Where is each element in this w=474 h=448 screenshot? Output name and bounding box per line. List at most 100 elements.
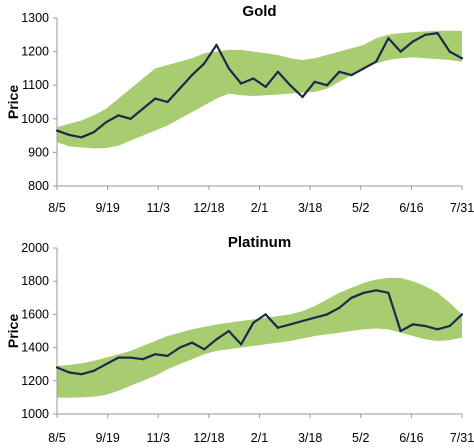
price-data-point — [387, 37, 390, 40]
price-data-point — [80, 136, 83, 139]
x-tick-label: 6/16 — [399, 201, 423, 215]
price-data-point — [92, 369, 95, 372]
price-data-point — [252, 321, 255, 324]
price-data-point — [166, 354, 169, 357]
price-data-point — [252, 77, 255, 80]
price-data-point — [338, 70, 341, 73]
price-data-point — [92, 131, 95, 134]
x-tick-label: 11/3 — [147, 201, 170, 215]
x-tick-label: 9/19 — [95, 431, 119, 445]
price-data-point — [129, 117, 132, 120]
x-tick-label: 3/18 — [298, 201, 322, 215]
price-data-point — [190, 74, 194, 77]
x-tick-label: 12/18 — [193, 201, 224, 215]
price-data-point — [105, 363, 108, 366]
x-tick-label: 5/2 — [352, 431, 369, 445]
price-data-point — [117, 356, 120, 359]
price-data-point — [154, 97, 157, 100]
price-data-point — [387, 291, 390, 294]
price-data-point — [375, 289, 378, 292]
price-data-point — [313, 80, 316, 83]
y-tick-label: 1000 — [21, 407, 49, 421]
price-series-line — [56, 289, 463, 376]
x-tick-label: 3/18 — [298, 431, 322, 445]
price-data-point — [276, 326, 279, 329]
y-axis-label: Price — [5, 314, 21, 348]
price-data-point — [375, 60, 378, 63]
price-data-point — [240, 343, 243, 346]
price-data-point — [362, 67, 365, 70]
y-tick-label: 1200 — [21, 374, 49, 388]
price-data-point — [301, 319, 304, 323]
price-band-area — [57, 277, 462, 398]
price-data-point — [215, 43, 218, 47]
y-tick-label: 900 — [28, 145, 49, 159]
price-data-point — [362, 291, 365, 294]
price-data-point — [411, 323, 414, 326]
x-tick-label: 9/19 — [95, 201, 119, 215]
price-data-point — [460, 313, 464, 316]
x-tick-label: 8/5 — [48, 431, 65, 445]
x-tick-label: 11/3 — [147, 431, 170, 445]
price-data-point — [460, 57, 464, 60]
price-data-point — [80, 373, 83, 376]
price-data-point — [350, 296, 353, 299]
x-tick-label: 2/1 — [251, 431, 268, 445]
x-tick-label: 12/18 — [193, 431, 224, 445]
price-data-point — [240, 82, 243, 85]
price-data-point — [338, 306, 341, 309]
price-data-point — [399, 329, 402, 333]
x-tick-label: 7/31 — [450, 201, 474, 215]
price-data-point — [448, 324, 451, 328]
price-data-point — [276, 70, 279, 73]
x-tick-label: 2/1 — [251, 201, 268, 215]
y-tick-label: 1600 — [21, 307, 49, 321]
chart-panel-1: 800 900 1000 1100 1200 1300 8/5 9/19 11/3 12/18 2/… — [5, 3, 474, 215]
price-data-point — [154, 353, 157, 356]
price-data-point — [325, 313, 329, 316]
price-data-point — [166, 100, 169, 104]
price-data-point — [178, 87, 181, 90]
x-tick-label: 8/5 — [48, 201, 65, 215]
price-data-point — [448, 50, 451, 53]
price-data-point — [350, 74, 353, 77]
price-series-line — [56, 31, 463, 139]
price-data-point — [301, 95, 304, 99]
y-tick-label: 1000 — [21, 112, 49, 126]
price-data-point — [424, 324, 427, 328]
price-data-point — [203, 62, 206, 65]
price-data-point — [264, 85, 267, 88]
price-data-point — [68, 371, 71, 374]
price-data-point — [141, 358, 144, 361]
chart-title: Platinum — [228, 234, 291, 251]
price-data-point — [190, 341, 194, 344]
x-tick-label: 6/16 — [399, 431, 423, 445]
y-tick-label: 1300 — [21, 11, 49, 25]
price-data-point — [313, 316, 316, 319]
price-data-point — [289, 84, 292, 87]
price-data-point — [436, 328, 439, 331]
chart-title: Gold — [242, 3, 276, 20]
y-axis-label: Price — [5, 85, 21, 119]
y-tick-label: 1200 — [21, 45, 49, 59]
price-data-point — [55, 366, 59, 369]
x-tick-label: 7/31 — [450, 431, 474, 445]
price-data-point — [264, 313, 267, 316]
y-tick-label: 1100 — [22, 78, 49, 92]
chart-panel-2: 1000 1200 1400 1600 1800 2000 8/5 9/19 11/3 12/18… — [5, 234, 474, 445]
y-tick-label: 800 — [28, 179, 49, 193]
price-data-point — [129, 356, 132, 359]
x-tick-label: 5/2 — [352, 201, 369, 215]
price-data-point — [141, 107, 144, 110]
y-tick-label: 1800 — [21, 274, 49, 288]
price-data-point — [325, 84, 329, 87]
price-data-point — [227, 67, 230, 70]
price-data-point — [215, 338, 218, 341]
price-data-point — [68, 133, 71, 136]
price-data-point — [105, 121, 108, 124]
price-data-point — [289, 323, 292, 326]
price-data-point — [117, 114, 120, 117]
price-data-point — [436, 31, 439, 35]
price-data-point — [178, 346, 181, 349]
